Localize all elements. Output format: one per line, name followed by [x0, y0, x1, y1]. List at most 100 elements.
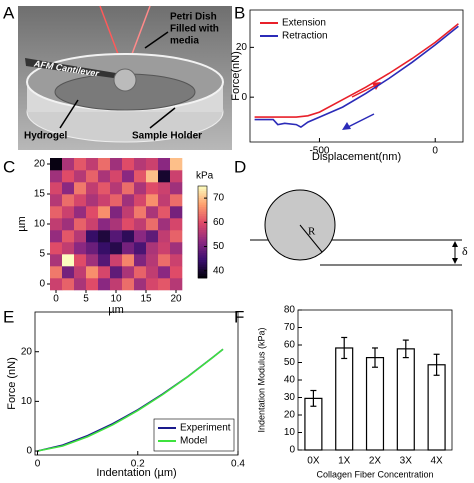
colorbar-tick-label: 60 [213, 217, 225, 228]
heat-cell [62, 230, 75, 243]
heat-cell [50, 278, 63, 291]
panel-label: C [3, 157, 15, 176]
colorbar-segment [198, 252, 207, 256]
heat-cell [98, 194, 111, 207]
legend-label: Extension [282, 18, 326, 29]
heat-cell [110, 158, 123, 171]
heat-cell [170, 278, 183, 291]
y-tick-label: 30 [284, 392, 296, 403]
colorbar-segment [198, 218, 207, 221]
y-tick-label: 40 [284, 375, 296, 386]
x-tick-label: 0.4 [231, 459, 245, 470]
heat-cell [62, 194, 75, 207]
label: Filled with [170, 24, 219, 35]
heat-cell [110, 218, 123, 231]
heat-cell [158, 242, 171, 255]
x-axis-label: Displacement(nm) [312, 151, 401, 163]
line [254, 23, 459, 118]
heat-cell [158, 266, 171, 279]
y-axis-label: Indentation Modulus (kPa) [256, 327, 266, 432]
y-tick-label: 5 [39, 249, 45, 260]
heat-cell [86, 278, 99, 291]
colorbar-segment [198, 202, 207, 205]
legend-label: Model [180, 436, 207, 447]
heat-cell [170, 182, 183, 195]
heat-cell [170, 254, 183, 267]
y-tick-label: 15 [34, 189, 46, 200]
heat-cell [74, 170, 87, 183]
colorbar-segment [198, 261, 207, 265]
colorbar-segment [198, 227, 207, 231]
heat-cell [146, 218, 159, 231]
y-tick-label: 0 [289, 445, 295, 456]
heat-cell [98, 266, 111, 279]
colorbar-segment [198, 197, 207, 201]
radius-line [299, 224, 323, 253]
y-tick-label: 20 [21, 346, 33, 357]
label: δ [462, 244, 468, 258]
heat-cell [146, 158, 159, 171]
heat-cell [134, 158, 147, 171]
heat-cell [50, 194, 63, 207]
colorbar-segment [198, 206, 207, 210]
colorbar-tick-label: 50 [213, 241, 225, 252]
colorbar-segment [198, 220, 207, 224]
heat-cell [74, 266, 87, 279]
colorbar-segment [198, 199, 207, 203]
heat-cell [110, 230, 123, 243]
heat-cell [86, 242, 99, 255]
heat-cell [86, 170, 99, 183]
pointer [149, 107, 176, 129]
heat-cell [146, 170, 159, 183]
heat-cell [110, 266, 123, 279]
heat-cell [98, 230, 111, 243]
heat-cell [98, 170, 111, 183]
heat-cell [62, 182, 75, 195]
colorbar-tick-label: 70 [213, 193, 225, 204]
heat-cell [170, 170, 183, 183]
colorbar-segment [198, 238, 207, 242]
heat-cell [74, 242, 87, 255]
heat-cell [98, 254, 111, 267]
heat-cell [110, 206, 123, 219]
colorbar-segment [198, 243, 207, 247]
heat-cell [74, 278, 87, 291]
plot-frame [34, 311, 239, 456]
bar [427, 364, 446, 451]
label: R [308, 226, 316, 238]
heat-cell [86, 254, 99, 267]
y-tick-label: 50 [284, 357, 296, 368]
heat-cell [134, 206, 147, 219]
error-bar [372, 347, 378, 368]
x-tick-label: 0 [432, 146, 438, 157]
heat-cell [134, 254, 147, 267]
colorbar-tick-label: 40 [213, 265, 225, 276]
error-bar [433, 353, 440, 376]
heat-cell [86, 158, 99, 171]
arrowhead [342, 122, 351, 130]
heat-cell [134, 278, 147, 291]
heat-cell [158, 170, 171, 183]
colorbar-segment [198, 273, 207, 277]
heat-cell [74, 206, 87, 219]
x-tick-label: -500 [309, 146, 329, 157]
error-bar [310, 389, 317, 407]
heat-cell [86, 230, 99, 243]
heat-cell [50, 182, 63, 195]
colorbar-segment [198, 215, 207, 219]
y-tick-label: 10 [21, 396, 33, 407]
heat-cell [62, 278, 75, 291]
heat-cell [110, 170, 123, 183]
heat-cell [122, 194, 135, 207]
panel-label: A [3, 3, 15, 22]
y-tick-label: 60 [284, 340, 296, 351]
heat-cell [86, 194, 99, 207]
heat-cell [146, 278, 159, 291]
x-tick-label: 1X [338, 456, 351, 467]
heat-cell [98, 278, 111, 291]
heat-cell [134, 182, 147, 195]
panel-label: F [234, 307, 244, 326]
heat-cell [50, 158, 63, 171]
x-tick-label: 15 [140, 294, 152, 305]
heat-cell [170, 194, 183, 207]
